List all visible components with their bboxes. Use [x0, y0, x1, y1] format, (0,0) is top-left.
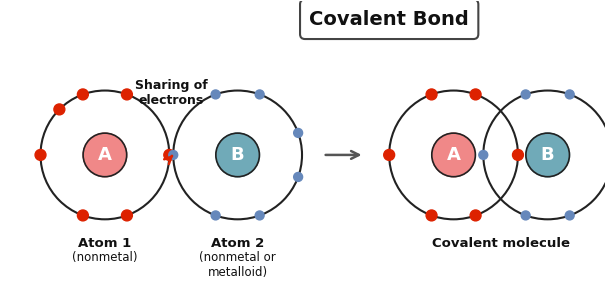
Text: Atom 2: Atom 2 [211, 237, 264, 250]
Circle shape [211, 211, 220, 220]
Circle shape [255, 90, 264, 99]
Circle shape [77, 89, 88, 100]
Text: Atom 1: Atom 1 [78, 237, 131, 250]
Circle shape [426, 210, 437, 221]
Text: (nonmetal or
metalloid): (nonmetal or metalloid) [199, 251, 276, 279]
Circle shape [470, 210, 481, 221]
Circle shape [164, 149, 174, 160]
Circle shape [83, 133, 126, 177]
Circle shape [54, 104, 65, 115]
Text: B: B [231, 146, 244, 164]
Circle shape [521, 90, 530, 99]
Circle shape [169, 151, 178, 159]
Text: B: B [541, 146, 554, 164]
Circle shape [211, 90, 220, 99]
Circle shape [77, 210, 88, 221]
Circle shape [479, 151, 488, 159]
Circle shape [470, 89, 481, 100]
Circle shape [432, 133, 475, 177]
Circle shape [526, 133, 570, 177]
Circle shape [384, 149, 395, 160]
Text: Covalent Bond: Covalent Bond [309, 10, 469, 29]
Circle shape [513, 149, 523, 160]
FancyBboxPatch shape [300, 0, 478, 39]
Circle shape [565, 211, 574, 220]
Circle shape [255, 211, 264, 220]
Circle shape [565, 90, 574, 99]
Circle shape [216, 133, 260, 177]
Circle shape [35, 149, 46, 160]
Circle shape [294, 128, 303, 137]
Circle shape [122, 89, 133, 100]
Circle shape [521, 211, 530, 220]
Circle shape [294, 173, 303, 181]
Circle shape [122, 210, 133, 221]
Text: A: A [447, 146, 460, 164]
Text: Covalent molecule: Covalent molecule [432, 237, 570, 250]
Text: (nonmetal): (nonmetal) [72, 251, 137, 264]
Circle shape [426, 89, 437, 100]
FancyArrowPatch shape [164, 156, 172, 164]
Text: A: A [98, 146, 112, 164]
Text: Sharing of
electrons: Sharing of electrons [135, 79, 208, 107]
